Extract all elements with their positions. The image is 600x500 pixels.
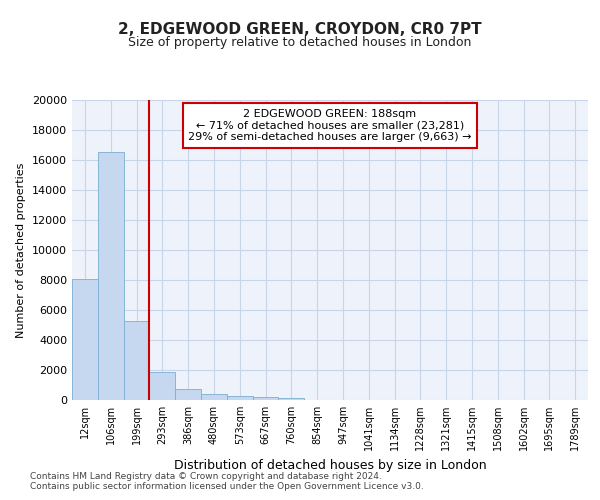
Bar xyxy=(175,389,201,400)
Text: Contains public sector information licensed under the Open Government Licence v3: Contains public sector information licen… xyxy=(30,482,424,491)
Text: Contains HM Land Registry data © Crown copyright and database right 2024.: Contains HM Land Registry data © Crown c… xyxy=(30,472,382,481)
Text: 2, EDGEWOOD GREEN, CROYDON, CR0 7PT: 2, EDGEWOOD GREEN, CROYDON, CR0 7PT xyxy=(118,22,482,38)
Bar xyxy=(227,396,253,400)
Bar xyxy=(72,278,98,400)
Bar xyxy=(124,320,149,400)
Bar xyxy=(253,397,278,400)
Text: Size of property relative to detached houses in London: Size of property relative to detached ho… xyxy=(128,36,472,49)
Bar xyxy=(201,394,227,400)
Bar xyxy=(98,152,124,400)
Bar xyxy=(278,398,304,400)
X-axis label: Distribution of detached houses by size in London: Distribution of detached houses by size … xyxy=(173,458,487,471)
Y-axis label: Number of detached properties: Number of detached properties xyxy=(16,162,26,338)
Text: 2 EDGEWOOD GREEN: 188sqm
← 71% of detached houses are smaller (23,281)
29% of se: 2 EDGEWOOD GREEN: 188sqm ← 71% of detach… xyxy=(188,109,472,142)
Bar xyxy=(149,372,175,400)
